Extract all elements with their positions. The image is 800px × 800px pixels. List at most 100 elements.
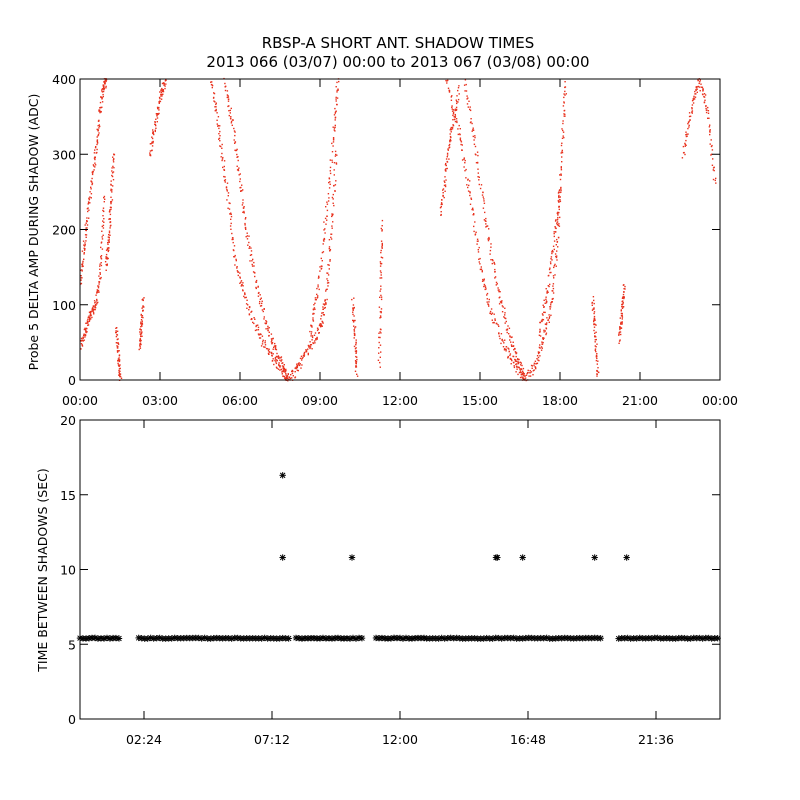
top-data-point (297, 369, 299, 372)
top-data-point (296, 366, 298, 369)
top-x-tick-label: 15:00 (462, 393, 498, 408)
top-data-point (238, 174, 240, 176)
top-data-point (458, 93, 460, 95)
top-data-point (709, 131, 711, 133)
top-data-point (522, 373, 524, 376)
top-data-point (309, 345, 311, 347)
top-data-point (87, 322, 89, 324)
top-data-point (464, 162, 466, 164)
top-data-point (455, 99, 457, 101)
top-data-point (229, 202, 231, 205)
top-data-point (119, 370, 121, 372)
top-data-point (355, 350, 358, 352)
top-data-point (259, 337, 262, 339)
top-data-point (491, 319, 493, 321)
top-data-point (225, 186, 228, 188)
bottom-x-axis: 02:24 07:12 12:00 16:48 21:36 (126, 420, 674, 747)
top-data-point (248, 314, 251, 316)
top-data-point (237, 156, 239, 158)
top-data-point (500, 342, 502, 345)
top-data-point (708, 117, 710, 119)
top-data-point (85, 240, 87, 242)
top-data-point (380, 308, 383, 310)
top-data-point (105, 256, 107, 258)
top-data-point (105, 264, 107, 266)
top-data-point (228, 208, 231, 210)
top-data-point (379, 262, 382, 265)
top-data-point (152, 142, 154, 144)
top-data-point (243, 210, 245, 213)
top-data-point (140, 329, 142, 331)
top-data-point (593, 312, 595, 315)
top-data-point (623, 297, 625, 300)
top-data-point (116, 345, 118, 347)
top-data-point (108, 239, 110, 241)
top-data-point (218, 137, 221, 139)
top-data-point (564, 113, 566, 116)
top-data-point (221, 147, 223, 149)
top-data-point (324, 232, 326, 234)
top-data-point (558, 196, 560, 199)
top-data-point (450, 128, 452, 130)
top-data-point (534, 366, 536, 368)
top-data-point (105, 253, 108, 256)
top-data-point (266, 348, 269, 350)
top-data-point (709, 143, 711, 145)
top-data-point (547, 275, 550, 277)
top-data-point (519, 370, 522, 372)
top-data-point (562, 122, 564, 125)
top-data-point (319, 323, 321, 325)
top-data-point (380, 251, 382, 254)
top-data-point (552, 285, 554, 287)
top-data-point (558, 189, 561, 192)
top-data-point (593, 302, 595, 305)
top-data-point (218, 138, 220, 140)
top-data-point (150, 143, 152, 145)
top-data-point (620, 327, 623, 329)
top-data-point (334, 119, 336, 121)
top-data-point (277, 355, 280, 357)
top-data-point (483, 283, 486, 286)
top-data-point (317, 284, 319, 286)
top-data-point (282, 365, 285, 368)
top-data-point (524, 378, 526, 380)
top-data-point (498, 332, 500, 335)
top-data-point (283, 367, 285, 370)
top-data-point (118, 372, 121, 375)
top-data-point (228, 110, 230, 112)
top-data-point (695, 87, 697, 89)
top-data-point (230, 222, 232, 225)
top-data-point (140, 326, 142, 328)
top-data-point (230, 213, 232, 215)
top-data-point (531, 367, 533, 369)
top-data-point (456, 95, 458, 97)
top-data-point (542, 319, 545, 321)
top-data-point (355, 344, 357, 346)
bottom-data-point (623, 554, 630, 561)
top-data-point (102, 227, 105, 229)
top-data-point (224, 176, 226, 178)
top-data-point (711, 164, 714, 166)
top-data-point (102, 224, 105, 227)
top-data-point (442, 189, 444, 191)
top-data-point (161, 93, 163, 96)
top-data-point (336, 91, 338, 93)
top-data-point (515, 363, 517, 366)
top-data-point (95, 146, 97, 148)
top-data-point (84, 334, 87, 336)
top-data-point (92, 310, 94, 312)
top-data-point (309, 346, 312, 348)
top-data-point (477, 240, 479, 242)
top-data-point (277, 357, 280, 359)
top-data-point (596, 370, 599, 373)
top-data-point (710, 139, 712, 141)
top-data-point (560, 189, 562, 191)
top-data-point (312, 320, 315, 322)
top-data-point (356, 356, 358, 358)
top-data-point (96, 151, 98, 154)
top-data-point (314, 342, 316, 344)
top-data-point (556, 250, 558, 252)
top-data-point (488, 298, 490, 301)
top-data-point (691, 110, 694, 112)
top-data-point (489, 253, 491, 255)
